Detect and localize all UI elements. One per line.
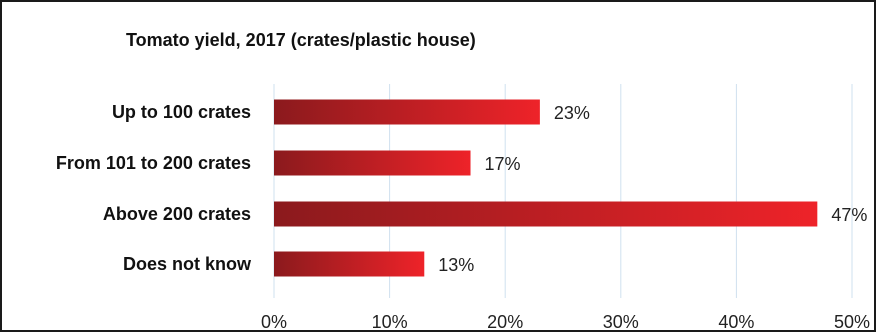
data-label: 13% — [438, 255, 474, 275]
bar — [274, 251, 425, 277]
data-label: 47% — [831, 205, 867, 225]
category-label: Above 200 crates — [103, 204, 251, 224]
bar — [274, 201, 818, 227]
category-label: From 101 to 200 crates — [56, 153, 251, 173]
category-labels: Up to 100 crates From 101 to 200 crates Ab… — [56, 102, 252, 274]
bar — [274, 99, 540, 125]
data-labels: 23% 17% 47% 13% — [438, 103, 867, 275]
data-label: 17% — [485, 154, 521, 174]
x-tick-label: 50% — [834, 312, 870, 330]
x-tick-label: 10% — [372, 312, 408, 330]
x-tick-label: 0% — [261, 312, 287, 330]
category-label: Does not know — [123, 254, 252, 274]
chart-title: Tomato yield, 2017 (crates/plastic house… — [126, 30, 476, 50]
x-axis-ticks: 0% 10% 20% 30% 40% 50% — [261, 312, 870, 330]
category-label: Up to 100 crates — [112, 102, 251, 122]
bars — [274, 99, 818, 277]
x-tick-label: 20% — [487, 312, 523, 330]
x-tick-label: 40% — [718, 312, 754, 330]
bar — [274, 150, 471, 176]
data-label: 23% — [554, 103, 590, 123]
x-tick-label: 30% — [603, 312, 639, 330]
